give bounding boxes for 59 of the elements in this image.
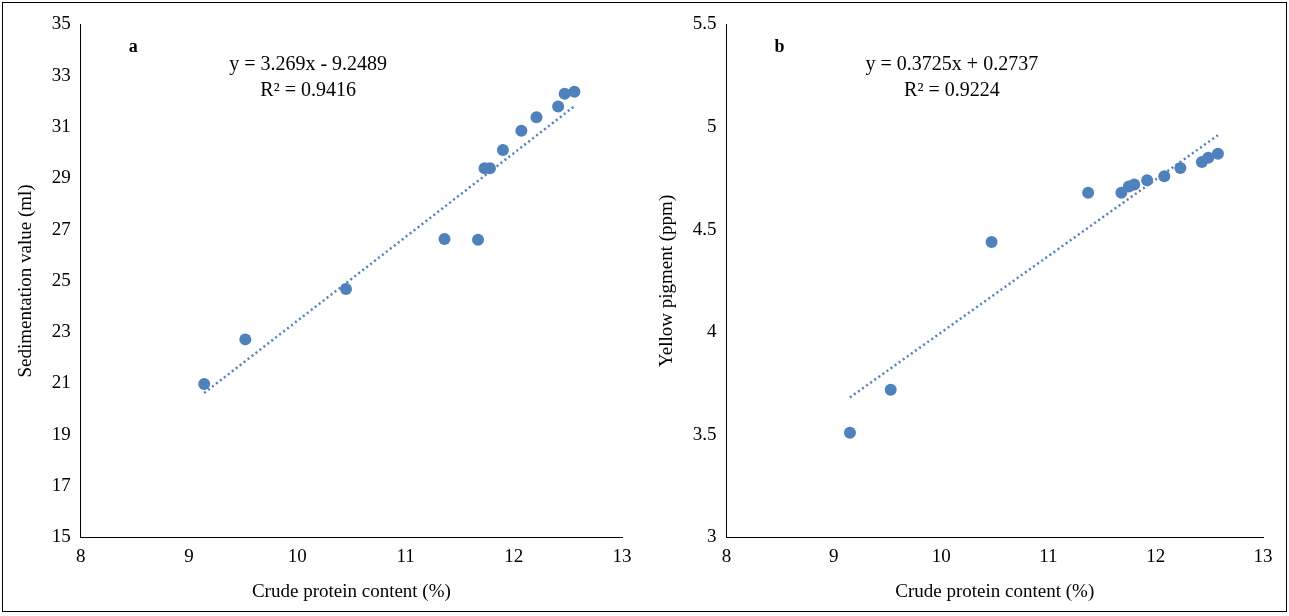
point bbox=[1158, 170, 1171, 183]
x-tick-label: 12 bbox=[504, 544, 524, 566]
x-tick-label: 10 bbox=[931, 544, 951, 566]
y-tick-label: 4 bbox=[707, 320, 718, 342]
x-tick-label: 9 bbox=[184, 544, 194, 566]
point bbox=[1082, 186, 1095, 199]
y-axis-title: Yellow pigment (ppm) bbox=[655, 194, 678, 368]
point bbox=[239, 333, 252, 346]
y-tick-label: 29 bbox=[51, 166, 71, 188]
point bbox=[568, 85, 581, 98]
point bbox=[1128, 178, 1141, 191]
x-axis-title: Crude protein content (%) bbox=[251, 579, 451, 602]
x-tick-label: 8 bbox=[721, 544, 732, 566]
point bbox=[472, 233, 485, 246]
x-tick-label: 11 bbox=[1039, 544, 1058, 566]
y-tick-label: 5.5 bbox=[692, 12, 717, 34]
point bbox=[985, 235, 998, 248]
x-tick-label: 12 bbox=[1146, 544, 1166, 566]
y-tick-label: 17 bbox=[51, 474, 71, 496]
y-tick-label: 35 bbox=[51, 12, 71, 34]
point bbox=[530, 111, 543, 124]
y-tick-label: 5 bbox=[707, 114, 717, 136]
point bbox=[552, 100, 565, 113]
point bbox=[1174, 162, 1187, 175]
y-tick-label: 33 bbox=[51, 63, 71, 85]
y-tick-label: 3.5 bbox=[692, 422, 717, 444]
y-axis-title: Sedimentation value (ml) bbox=[14, 184, 37, 378]
x-tick-label: 13 bbox=[612, 544, 632, 566]
point bbox=[198, 378, 211, 391]
x-axis-title: Crude protein content (%) bbox=[895, 579, 1095, 602]
annotation: y = 3.269x - 9.2489 bbox=[229, 52, 388, 76]
y-tick-label: 31 bbox=[51, 114, 71, 136]
point bbox=[496, 144, 509, 157]
y-tick-label: 21 bbox=[51, 371, 71, 393]
point bbox=[515, 124, 528, 137]
point bbox=[1202, 151, 1215, 164]
point bbox=[843, 426, 856, 439]
x-tick-label: 13 bbox=[1253, 544, 1273, 566]
point bbox=[1141, 174, 1154, 187]
annotation: a bbox=[128, 36, 138, 57]
y-tick-label: 4.5 bbox=[692, 217, 717, 239]
x-tick-label: 8 bbox=[76, 544, 86, 566]
x-tick-label: 10 bbox=[287, 544, 307, 566]
annotation: R² = 0.9224 bbox=[904, 78, 1000, 101]
annotation: b bbox=[774, 36, 785, 57]
y-tick-label: 23 bbox=[51, 320, 71, 342]
point bbox=[1211, 147, 1224, 160]
y-tick-label: 25 bbox=[51, 268, 71, 290]
x-tick-label: 9 bbox=[829, 544, 839, 566]
annotation: y = 0.3725x + 0.2737 bbox=[865, 52, 1039, 76]
annotation: R² = 0.9416 bbox=[260, 78, 356, 101]
point bbox=[438, 233, 451, 246]
point bbox=[339, 283, 352, 296]
y-tick-label: 27 bbox=[51, 217, 71, 239]
y-tick-label: 19 bbox=[51, 422, 71, 444]
y-tick-label: 3 bbox=[707, 525, 717, 547]
y-tick-label: 15 bbox=[51, 525, 71, 547]
point bbox=[884, 383, 897, 396]
x-tick-label: 11 bbox=[396, 544, 415, 566]
